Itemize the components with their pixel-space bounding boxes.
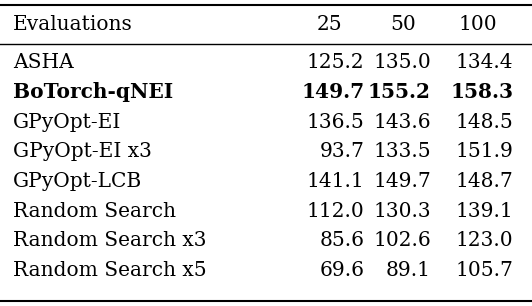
Text: Random Search x5: Random Search x5 bbox=[13, 261, 207, 280]
Text: GPyOpt-EI x3: GPyOpt-EI x3 bbox=[13, 142, 152, 161]
Text: 50: 50 bbox=[390, 15, 416, 34]
Text: 93.7: 93.7 bbox=[320, 142, 364, 161]
Text: 89.1: 89.1 bbox=[386, 261, 431, 280]
Text: 155.2: 155.2 bbox=[368, 82, 431, 103]
Text: 133.5: 133.5 bbox=[373, 142, 431, 161]
Text: 148.5: 148.5 bbox=[455, 113, 513, 132]
Text: 148.7: 148.7 bbox=[455, 172, 513, 191]
Text: 149.7: 149.7 bbox=[373, 172, 431, 191]
Text: GPyOpt-LCB: GPyOpt-LCB bbox=[13, 172, 143, 191]
Text: 100: 100 bbox=[458, 15, 497, 34]
Text: 125.2: 125.2 bbox=[307, 53, 364, 72]
Text: 141.1: 141.1 bbox=[306, 172, 364, 191]
Text: 85.6: 85.6 bbox=[319, 231, 364, 250]
Text: 134.4: 134.4 bbox=[456, 53, 513, 72]
Text: GPyOpt-EI: GPyOpt-EI bbox=[13, 113, 122, 132]
Text: 25: 25 bbox=[317, 15, 343, 34]
Text: 130.3: 130.3 bbox=[373, 202, 431, 221]
Text: 139.1: 139.1 bbox=[455, 202, 513, 221]
Text: 151.9: 151.9 bbox=[455, 142, 513, 161]
Text: BoTorch-qNEI: BoTorch-qNEI bbox=[13, 82, 173, 103]
Text: 105.7: 105.7 bbox=[455, 261, 513, 280]
Text: 102.6: 102.6 bbox=[373, 231, 431, 250]
Text: 143.6: 143.6 bbox=[373, 113, 431, 132]
Text: Random Search x3: Random Search x3 bbox=[13, 231, 207, 250]
Text: 123.0: 123.0 bbox=[456, 231, 513, 250]
Text: Random Search: Random Search bbox=[13, 202, 176, 221]
Text: ASHA: ASHA bbox=[13, 53, 74, 72]
Text: 158.3: 158.3 bbox=[451, 82, 513, 103]
Text: 135.0: 135.0 bbox=[373, 53, 431, 72]
Text: Evaluations: Evaluations bbox=[13, 15, 133, 34]
Text: 69.6: 69.6 bbox=[319, 261, 364, 280]
Text: 112.0: 112.0 bbox=[306, 202, 364, 221]
Text: 149.7: 149.7 bbox=[301, 82, 364, 103]
Text: 136.5: 136.5 bbox=[306, 113, 364, 132]
